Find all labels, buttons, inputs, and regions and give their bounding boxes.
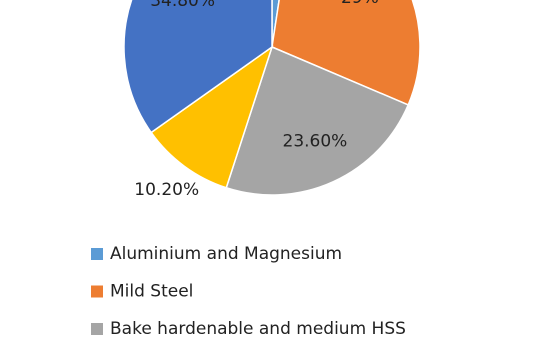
- pie-slice: [123, 0, 273, 134]
- legend-swatch: [91, 323, 103, 335]
- pie-slice: [271, 0, 421, 106]
- data-label: 34.80%: [150, 0, 215, 11]
- legend-swatch: [91, 248, 103, 260]
- pie-slice: [225, 45, 410, 196]
- data-label: 29%: [341, 0, 379, 8]
- legend-swatch: [91, 285, 103, 298]
- pie-slice: [150, 45, 274, 189]
- data-label: 23.60%: [283, 131, 348, 151]
- legend-label: Mild Steel: [110, 282, 193, 302]
- legend-label: Bake hardenable and medium HSS: [110, 319, 406, 339]
- legend-label: Aluminium and Magnesium: [110, 244, 342, 264]
- data-label: 10.20%: [134, 180, 199, 200]
